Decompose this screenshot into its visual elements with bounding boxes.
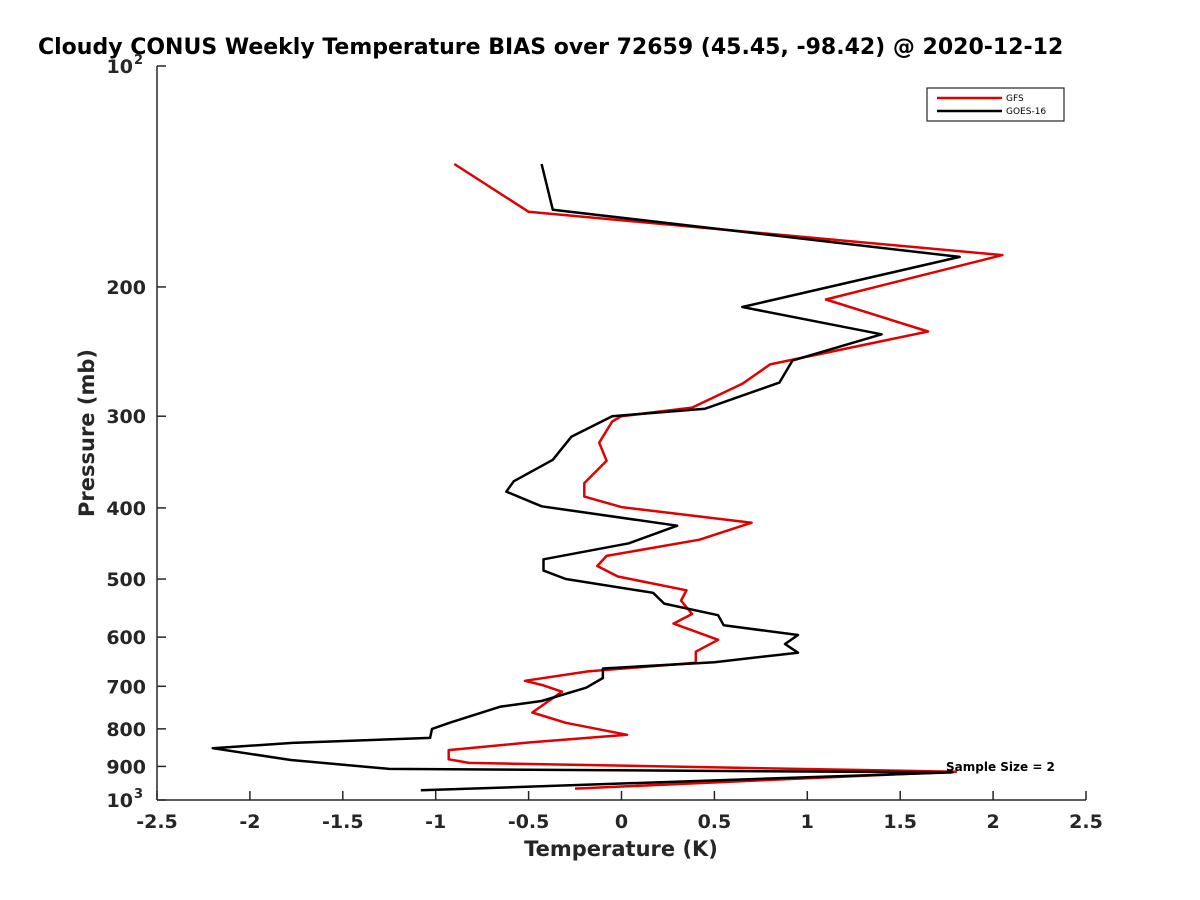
legend-entry-gfs: GFS [1006, 94, 1024, 104]
x-tick-label: -1.5 [322, 811, 364, 833]
y-tick-label: 900 [106, 756, 146, 778]
series-lines [211, 162, 1004, 792]
y-tick-label: 10 [107, 790, 133, 812]
y-tick-label: 400 [106, 498, 146, 520]
y-tick-label: 800 [106, 719, 146, 741]
y-axis-label: Pressure (mb) [75, 349, 99, 517]
y-tick-label: 10 [107, 56, 133, 78]
x-tick-label: 1 [801, 811, 814, 833]
x-tick-label: 0.5 [698, 811, 732, 833]
sample-size-annotation: Sample Size = 2 [946, 760, 1055, 774]
y-tick-exponent: 3 [134, 787, 143, 802]
x-tick-label: -0.5 [508, 811, 550, 833]
x-tick-label: -2 [239, 811, 260, 833]
y-tick-label: 200 [106, 277, 146, 299]
series-line-gfs [447, 162, 1004, 790]
x-tick-label: 1.5 [883, 811, 917, 833]
x-tick-label: 2.5 [1069, 811, 1103, 833]
legend: GFS GOES-16 [926, 87, 1065, 122]
y-tick-label: 500 [106, 569, 146, 591]
y-tick-label: 600 [106, 627, 146, 649]
x-axis-label: Temperature (K) [524, 837, 718, 861]
y-tick-label: 300 [106, 406, 146, 428]
plot-area [156, 66, 1086, 801]
x-ticks: -2.5 -2 -1.5 -1 -0.5 0 0.5 1 1.5 2 2.5 [136, 791, 1103, 833]
x-tick-label: 0 [615, 811, 628, 833]
legend-box [926, 87, 1065, 122]
legend-entry-goes16: GOES-16 [1006, 107, 1046, 117]
y-tick-label: 700 [106, 676, 146, 698]
y-tick-exponent: 2 [134, 53, 143, 68]
chart-title: Cloudy CONUS Weekly Temperature BIAS ove… [38, 35, 1063, 60]
x-tick-label: 2 [986, 811, 999, 833]
x-tick-label: -2.5 [136, 811, 178, 833]
x-tick-label: -1 [425, 811, 446, 833]
series-line-goes16 [211, 163, 961, 792]
